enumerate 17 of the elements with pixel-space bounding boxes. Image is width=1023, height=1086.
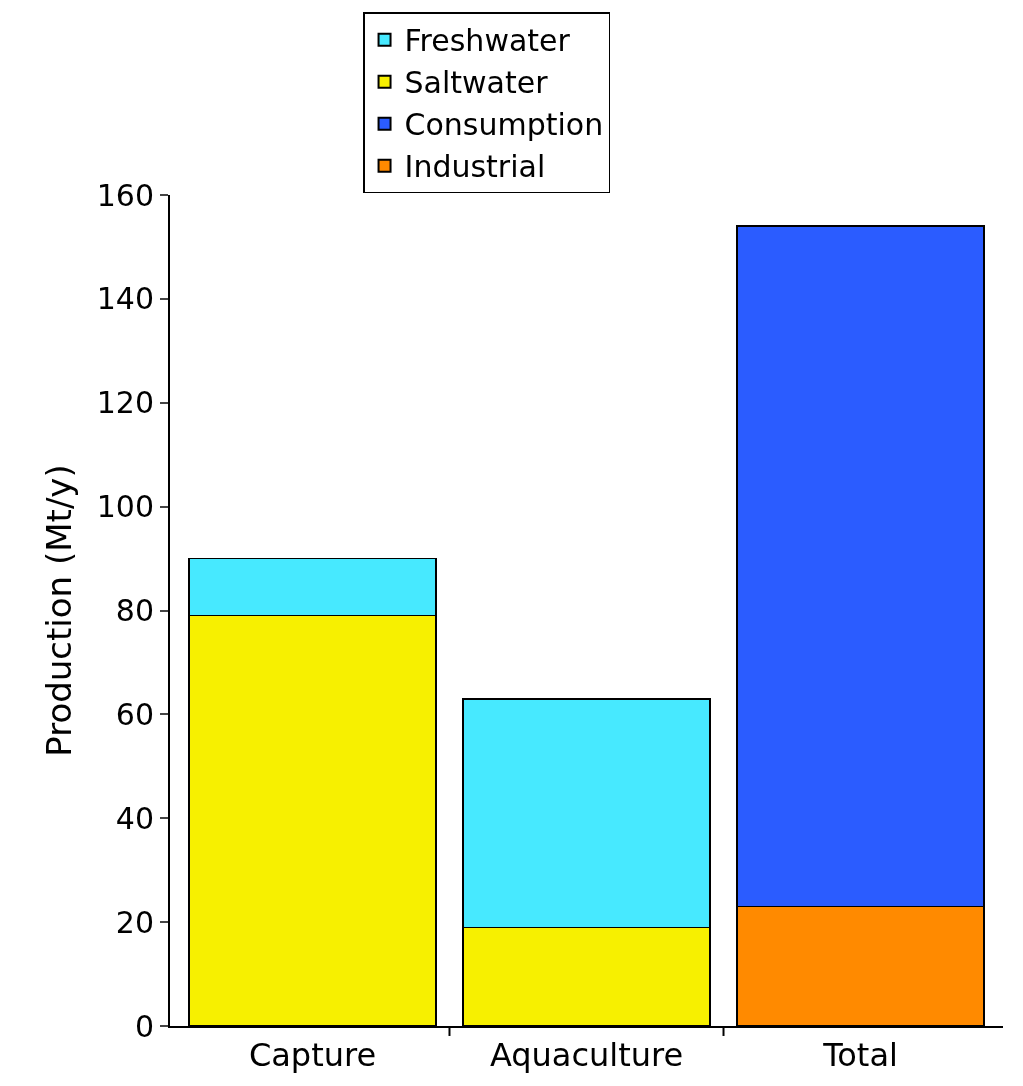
legend-label: Saltwater	[404, 65, 549, 101]
y-tick-label: 120	[96, 385, 154, 421]
y-tick-label: 20	[115, 904, 154, 940]
legend-label: Freshwater	[404, 23, 571, 59]
y-tick-label: 40	[115, 800, 154, 836]
y-tick-label: 160	[96, 177, 154, 213]
y-tick-label: 60	[115, 696, 154, 732]
y-tick-label: 140	[96, 281, 154, 317]
x-tick-label: Aquaculture	[489, 1036, 684, 1075]
y-tick-label: 0	[134, 1008, 154, 1044]
y-tick-label: 80	[115, 593, 154, 628]
x-tick-label: Capture	[248, 1036, 377, 1075]
y-axis-title: Production (Mt/y)	[38, 464, 79, 757]
legend-label: Industrial	[404, 149, 546, 185]
x-tick-label: Total	[822, 1036, 898, 1075]
y-tick-label: 100	[96, 489, 154, 525]
legend-label: Consumption	[404, 107, 604, 143]
